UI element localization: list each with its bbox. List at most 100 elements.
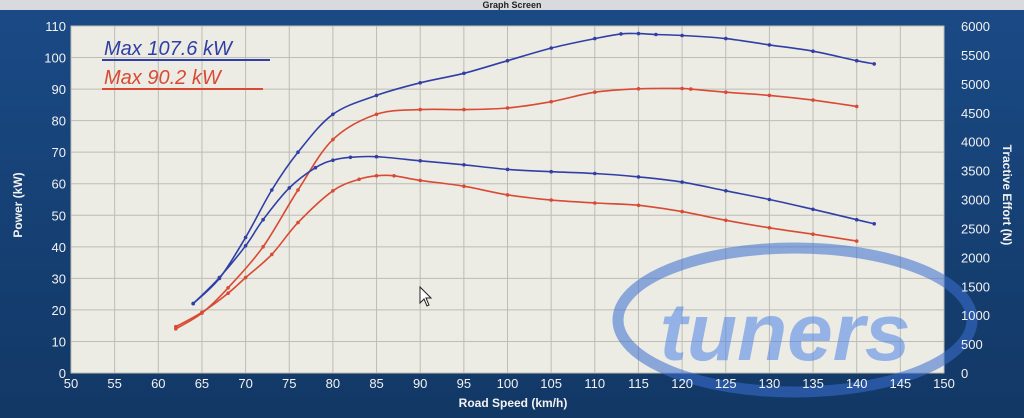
x-tick-label: 55 (107, 376, 121, 391)
red-power-point (296, 188, 300, 192)
watermark-text: tuners (660, 287, 911, 378)
blue-tractive-effort-point (767, 197, 772, 202)
red-tractive-effort-point (854, 239, 859, 243)
blue-tractive-effort-point (636, 175, 641, 179)
red-tractive-effort-point (296, 220, 300, 225)
x-tick-label: 125 (715, 376, 737, 391)
red-power-point (767, 93, 772, 98)
blue-max-label: Max 107.6 kW (104, 38, 234, 60)
red-power-point (505, 106, 510, 110)
x-tick-label: 115 (628, 376, 649, 391)
y-left-tick-label: 60 (52, 177, 66, 192)
y-right-tick-label: 2000 (961, 250, 990, 265)
blue-tractive-effort-point (418, 159, 423, 163)
red-power-point (636, 87, 641, 91)
x-tick-label: 140 (846, 376, 868, 391)
red-tractive-effort-point (374, 174, 379, 178)
blue-power-point (619, 32, 623, 36)
y-left-tick-label: 30 (52, 271, 66, 286)
y-right-tick-label: 4000 (961, 135, 990, 150)
y-right-tick-label: 5000 (961, 77, 990, 92)
watermark-ellipse (612, 242, 978, 398)
red-power-point (331, 137, 335, 142)
x-tick-label: 130 (759, 376, 781, 391)
blue-tractive-effort-point (724, 189, 728, 193)
red-power-point (549, 99, 553, 104)
blue-tractive-effort-point (217, 275, 222, 280)
blue-power-point (811, 49, 815, 53)
blue-tractive-effort-point (854, 217, 859, 222)
blue-tractive-effort-point (462, 163, 466, 167)
red-tractive-effort-point (357, 177, 361, 182)
red-tractive-effort-point (200, 310, 204, 315)
x-tick-label: 70 (238, 376, 252, 391)
window-title: Graph Screen (0, 0, 1024, 10)
x-axis-ticks: 50 55 60 65 70 75 80 85 90 95 100 105 110 115 120 125 13… (64, 376, 955, 391)
blue-tractive-effort-point (811, 207, 815, 212)
red-power-point (811, 98, 815, 102)
red-tractive-effort-point (392, 174, 396, 178)
blue-power-point (593, 36, 597, 41)
grid-lines (70, 25, 945, 374)
blue-tractive-effort-point (374, 154, 379, 159)
x-tick-label: 120 (671, 376, 693, 391)
red-tractive-effort-point (636, 203, 641, 208)
red-power-point (593, 90, 597, 94)
blue-tractive-effort-point (331, 158, 335, 162)
y-left-tick-label: 10 (52, 334, 66, 349)
x-tick-label: 50 (64, 376, 78, 391)
x-tick-label: 65 (195, 376, 209, 391)
blue-tractive-effort-point (348, 155, 353, 160)
y-left-tick-label: 50 (52, 208, 66, 223)
blue-power-point (636, 31, 641, 36)
y-right-tick-label: 6000 (961, 19, 990, 34)
y-right-tick-label: 0 (961, 366, 968, 381)
y-right-tick-label: 3500 (961, 164, 990, 179)
blue-tractive-effort-point (505, 167, 510, 172)
red-tractive-effort-point (549, 198, 553, 202)
x-tick-label: 95 (457, 376, 471, 391)
blue-tractive-effort-point (191, 301, 195, 306)
red-power-point (689, 87, 693, 91)
y-right-tick-label: 2500 (961, 221, 990, 236)
y-left-tick-label: 90 (52, 82, 66, 97)
y-right-tick-label: 1000 (961, 308, 990, 323)
y-left-tick-label: 40 (52, 240, 66, 255)
red-tractive-effort-point (331, 189, 335, 193)
y-left-tick-label: 70 (52, 145, 66, 160)
x-tick-label: 150 (933, 376, 955, 391)
red-tractive-effort-point (593, 201, 597, 205)
blue-tractive-effort-point (680, 180, 684, 184)
red-tractive-effort-point (243, 275, 248, 280)
blue-power-point (854, 58, 859, 63)
x-tick-label: 135 (802, 376, 824, 391)
y-right-tick-label: 3000 (961, 193, 990, 208)
blue-power-point (331, 112, 335, 117)
blue-tractive-effort-point (313, 165, 318, 170)
x-tick-label: 105 (540, 376, 562, 391)
blue-power-point (270, 188, 274, 192)
red-tractive-effort-point (270, 252, 274, 257)
y-right-axis-title: Tractive Effort (N) (1000, 145, 1014, 246)
y-right-tick-label: 4500 (961, 106, 990, 121)
x-tick-label: 100 (497, 376, 519, 391)
red-power-point (374, 112, 379, 117)
red-max-label: Max 90.2 kW (104, 67, 223, 89)
red-tractive-effort-point (418, 178, 423, 183)
red-tractive-effort-point (505, 193, 510, 197)
blue-power-point (505, 58, 510, 63)
blue-tractive-effort-point (287, 186, 292, 190)
x-tick-label: 90 (413, 376, 427, 391)
red-tractive-effort-point (767, 226, 772, 230)
y-right-axis-ticks: 0 500 1000 1500 2000 2500 3000 3500 4000 4500 5000… (961, 19, 990, 381)
blue-tractive-effort-point (261, 217, 265, 222)
blue-power-point (549, 46, 553, 50)
red-tractive-effort-point (174, 324, 178, 329)
blue-power-point (374, 93, 379, 98)
red-tractive-effort-point (680, 209, 684, 214)
x-tick-label: 80 (326, 376, 340, 391)
blue-tractive-effort-point (549, 169, 553, 174)
red-power-point (418, 107, 423, 112)
